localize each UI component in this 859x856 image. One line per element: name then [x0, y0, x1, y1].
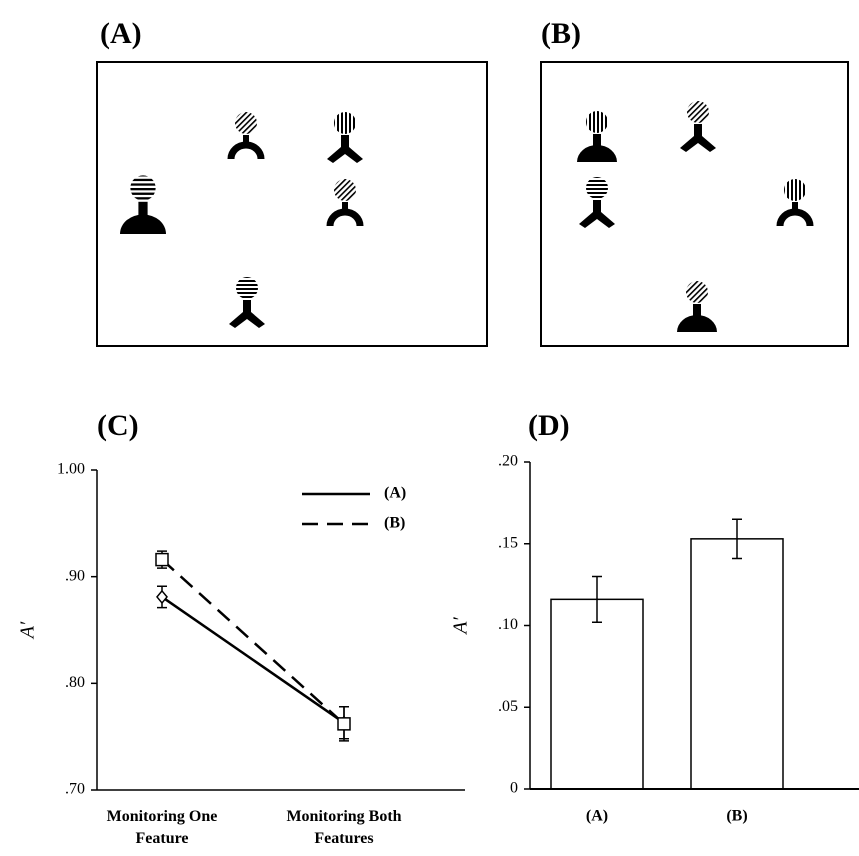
bar — [691, 539, 783, 789]
panel-label: (A) — [100, 17, 142, 50]
x-tick-label: (B) — [726, 808, 747, 825]
line — [162, 560, 344, 724]
y-tick-label: .20 — [498, 453, 518, 470]
stimulus — [780, 179, 810, 226]
stimulus — [327, 112, 363, 163]
stimulus — [579, 177, 615, 228]
line — [162, 597, 344, 723]
stimulus — [120, 175, 166, 234]
figure: (A) (B) (C) (D) .70 .80 .90 1.00 A′ (A) (B) 0 .0… — [0, 0, 859, 856]
chart: (A) (B) (C) (D) .70 .80 .90 1.00 A′ (A) (B) 0 .0… — [0, 0, 859, 856]
y-axis-label: A′ — [450, 617, 472, 636]
stimulus-box — [97, 62, 487, 346]
y-tick-label: .10 — [498, 616, 518, 633]
stimulus — [330, 179, 360, 226]
x-tick-label: Monitoring Both Features — [278, 806, 410, 850]
marker — [157, 591, 167, 603]
y-tick-label: 0 — [510, 780, 518, 797]
x-tick-label: Monitoring One Feature — [96, 806, 228, 850]
y-tick-label: .05 — [498, 698, 518, 715]
x-tick-label: (A) — [586, 808, 608, 825]
y-tick-label: .70 — [65, 781, 85, 798]
legend-label: (A) — [384, 485, 406, 502]
stimulus — [680, 101, 716, 152]
marker — [338, 718, 350, 730]
stimulus — [231, 112, 261, 159]
stimulus — [677, 281, 717, 332]
bar — [551, 599, 643, 789]
y-tick-label: .90 — [65, 567, 85, 584]
chart-title: (D) — [528, 409, 570, 442]
y-tick-label: 1.00 — [57, 461, 85, 478]
marker — [156, 554, 168, 566]
panel-label: (B) — [541, 17, 581, 50]
y-tick-label: .80 — [65, 674, 85, 691]
chart-title: (C) — [97, 409, 139, 442]
stimulus — [577, 111, 617, 162]
y-axis-label: A′ — [17, 621, 39, 640]
legend-label: (B) — [384, 515, 405, 532]
stimulus — [229, 277, 265, 328]
y-tick-label: .15 — [498, 534, 518, 551]
